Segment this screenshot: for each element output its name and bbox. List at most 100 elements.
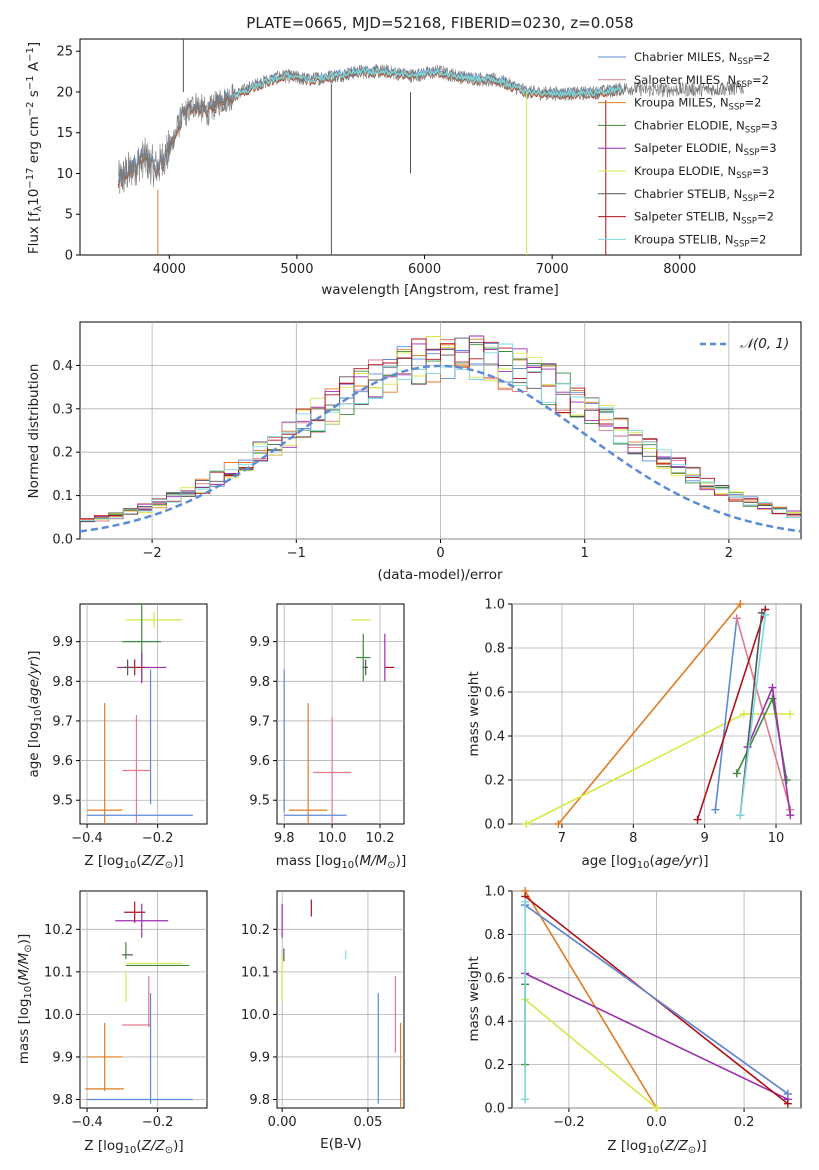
y-tick-label: 15 <box>56 126 73 141</box>
weight-marker <box>786 811 795 820</box>
x-tick-label: −0.2 <box>553 1115 585 1130</box>
y-tick-label: 1.0 <box>484 598 505 613</box>
weight-line <box>557 603 741 825</box>
weight-marker <box>522 820 531 828</box>
y-tick-label: 0.2 <box>484 774 505 789</box>
y-tick-label: 0.6 <box>484 971 505 986</box>
y-tick-label: 0.2 <box>484 1058 505 1073</box>
legend-nssp: =2 <box>753 50 770 64</box>
weight-line <box>739 614 767 816</box>
mass-Z-plot: −0.4 −0.2 9.8 9.9 10.0 10.1 10.2 <box>44 891 207 1130</box>
legend-label: Chabrier STELIB, NSSP=2 <box>634 187 775 204</box>
legend-subscript: SSP <box>737 57 753 67</box>
y-tick-label: 9.8 <box>249 675 270 690</box>
legend-label: Salpeter MILES, NSSP=2 <box>634 73 769 90</box>
legend-nssp: =3 <box>761 118 778 132</box>
x-tick-label: 10 <box>768 831 785 846</box>
x-tick-label: −1 <box>287 546 306 561</box>
legend-nssp: =2 <box>757 210 774 224</box>
weight-line <box>696 609 767 820</box>
legend-nssp: =3 <box>760 141 777 155</box>
weight-marker <box>786 710 795 718</box>
x-tick-label: 10.2 <box>366 831 395 846</box>
x-tick-label: 0.05 <box>353 1115 382 1130</box>
weight-marker <box>782 776 791 784</box>
normal-curve <box>80 364 801 533</box>
mass-EBV-plot: 0.00 0.05 9.8 9.9 10.0 10.1 10.2 <box>241 891 404 1130</box>
legend-nssp: =2 <box>744 96 761 110</box>
spectrum-xlabel: wavelength [Angstrom, rest frame] <box>321 282 559 298</box>
age-mass-xlabel: mass [log10(M/M⊙)] <box>276 853 406 871</box>
residuals-plot: −2 −1 0 1 2 0.0 0.1 0.2 0.3 0.4 <box>52 322 801 561</box>
x-tick-label: 9.8 <box>274 831 295 846</box>
y-tick-label: 0.4 <box>484 730 505 745</box>
weight-marker <box>732 614 741 623</box>
x-tick-label: −0.4 <box>71 1115 103 1130</box>
weight-marker <box>768 694 777 703</box>
y-tick-label: 25 <box>56 45 73 60</box>
weight-Z-plot: −0.2 0.0 0.2 0.0 0.2 0.4 0.6 0.8 1.0 <box>484 885 801 1130</box>
y-tick-label: 1.0 <box>484 885 505 900</box>
legend-subscript: SSP <box>736 171 752 181</box>
spectrum-ylabel: Flux [fλ10−17 erg cm−2 s−1 A−1] <box>25 42 44 254</box>
legend-nssp: =2 <box>749 232 766 246</box>
mass-EBV-xlabel: E(B-V) <box>320 1136 362 1152</box>
x-tick-label: 10.0 <box>318 831 347 846</box>
legend-subscript: SSP <box>734 239 750 249</box>
weight-marker <box>736 811 745 820</box>
y-tick-label: 5 <box>65 208 73 223</box>
age-Z-plot: −0.4 −0.2 9.5 9.6 9.7 9.8 9.9 <box>52 604 207 846</box>
y-tick-label: 9.9 <box>249 635 270 650</box>
spectrum-panel: 4000 5000 6000 7000 8000 0 5 10 15 20 25 Chabrier … <box>25 38 802 298</box>
y-tick-label: 9.8 <box>52 1093 73 1108</box>
weight-marker <box>761 611 770 619</box>
spectrum-plot: 4000 5000 6000 7000 8000 0 5 10 15 20 25 <box>56 39 744 277</box>
y-tick-label: 0.6 <box>484 686 505 701</box>
y-tick-label: 10.0 <box>44 1008 73 1023</box>
y-tick-label: 0 <box>65 249 73 264</box>
age-Z-panel: −0.4 −0.29.59.69.79.89.9 Z [log10(Z/Z⊙)] … <box>26 603 208 871</box>
weight-age-panel: 7 8 9 10 0.0 0.2 0.4 0.6 0.8 1.0 age [log10(age/y… <box>466 598 802 871</box>
y-tick-label: 0.0 <box>484 1102 505 1117</box>
legend-subscript: SSP <box>745 125 761 135</box>
residuals-ylabel: Normed distribution <box>26 364 42 499</box>
x-tick-label: 0 <box>436 546 444 561</box>
residual-histogram <box>80 343 801 521</box>
weight-line <box>714 618 738 810</box>
y-tick-label: 0.8 <box>484 928 505 943</box>
y-tick-label: 0.8 <box>484 642 505 657</box>
y-tick-label: 0.0 <box>484 818 505 833</box>
weight-line <box>524 904 789 1095</box>
y-tick-label: 0.3 <box>52 402 73 417</box>
y-tick-label: 0.4 <box>484 1015 505 1030</box>
y-tick-label: 0.0 <box>52 533 73 548</box>
legend-label: Kroupa STELIB, NSSP=2 <box>634 232 766 249</box>
mass-Z-panel: −0.4 −0.2 9.8 9.9 10.0 10.1 10.2 Z [log10(Z/Z⊙… <box>16 890 208 1156</box>
y-tick-label: 9.8 <box>249 1093 270 1108</box>
residuals-panel: −2 −1 0 1 2 0.0 0.1 0.2 0.3 0.4 𝒩(0, 1) (data-mod… <box>26 321 802 583</box>
weight-line <box>524 890 658 1109</box>
y-tick-label: 9.5 <box>52 794 73 809</box>
weight-marker <box>732 769 741 778</box>
weight-age-xlabel: age [log10(age/yr)] <box>581 853 708 871</box>
legend-label: Chabrier MILES, NSSP=2 <box>634 50 770 67</box>
y-tick-label: 10.2 <box>44 923 73 938</box>
residuals-xlabel: (data-model)/error <box>377 567 503 583</box>
legend-label: Salpeter STELIB, NSSP=2 <box>634 210 774 227</box>
weight-marker <box>711 805 720 814</box>
legend-subscript: SSP <box>742 194 758 204</box>
legend-subscript: SSP <box>729 103 745 113</box>
legend-nssp: =2 <box>752 73 769 87</box>
mass-Z-frame <box>79 890 208 1109</box>
y-tick-label: 10.2 <box>241 923 270 938</box>
y-tick-label: 9.9 <box>52 635 73 650</box>
model-spectrum-line <box>233 67 622 100</box>
legend-label: Salpeter ELODIE, NSSP=3 <box>634 141 777 158</box>
weight-marker <box>521 897 530 906</box>
weight-age-plot: 7 8 9 10 0.0 0.2 0.4 0.6 0.8 1.0 <box>484 598 801 846</box>
x-tick-label: 7 <box>558 831 566 846</box>
weight-marker <box>768 683 777 692</box>
mass-EBV-panel: 0.00 0.05 9.8 9.9 10.0 10.1 10.2 E(B-V) <box>241 890 405 1152</box>
x-tick-label: 4000 <box>153 262 186 277</box>
y-tick-label: 0.4 <box>52 359 73 374</box>
